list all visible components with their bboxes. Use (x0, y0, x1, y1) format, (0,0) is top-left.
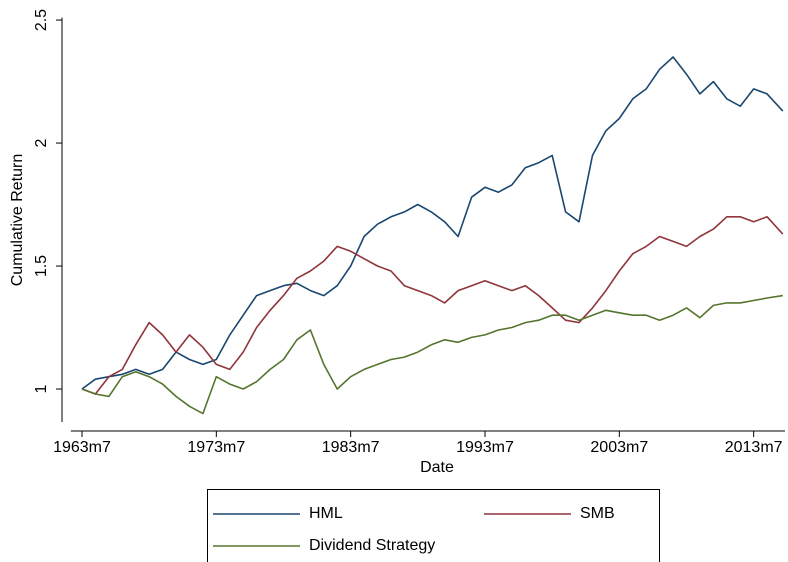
series-line (81, 294, 783, 415)
y-axis-title: Cumulative Return (9, 154, 26, 287)
legend-label: SMB (580, 505, 615, 522)
y-tick-label: 1 (33, 384, 50, 393)
series-line (81, 56, 784, 390)
y-tick-label: 1.5 (33, 255, 50, 277)
x-tick-label: 1983m7 (322, 439, 380, 456)
x-tick-label: 1963m7 (53, 439, 111, 456)
y-tick-label: 2 (33, 139, 50, 148)
series-line (81, 216, 784, 395)
x-tick-label: 2013m7 (725, 439, 783, 456)
legend-box (207, 489, 660, 562)
x-axis-title: Date (420, 459, 454, 476)
x-tick-label: 2003m7 (590, 439, 648, 456)
x-tick-label: 1993m7 (456, 439, 514, 456)
x-tick-label: 1973m7 (187, 439, 245, 456)
y-tick-label: 2.5 (33, 9, 50, 31)
legend-label: Dividend Strategy (309, 537, 435, 554)
legend-label: HML (309, 505, 343, 522)
